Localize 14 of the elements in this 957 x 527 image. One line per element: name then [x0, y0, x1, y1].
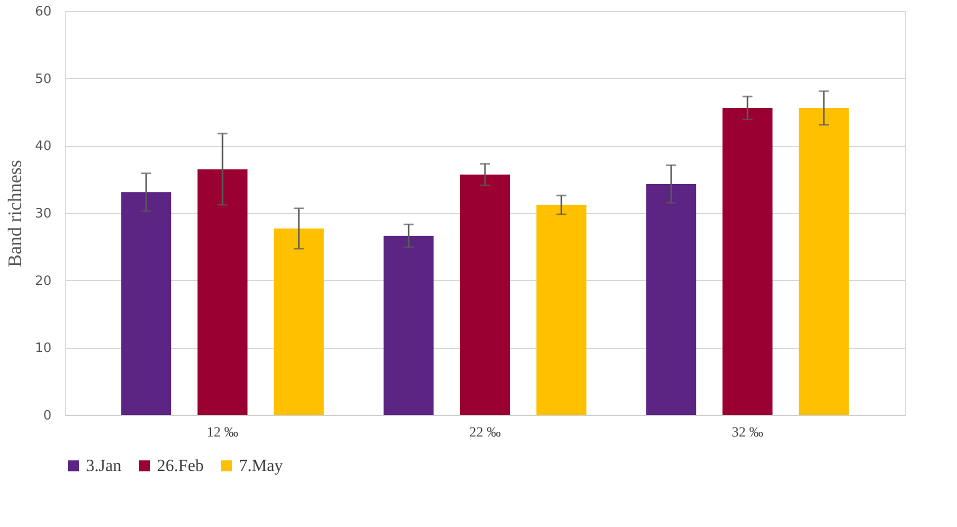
y-tick-label: 30	[34, 206, 52, 222]
y-tick-label: 20	[34, 274, 52, 289]
legend-label: 3.Jan	[86, 456, 122, 475]
y-axis-title: Band richness	[4, 160, 26, 268]
x-tick-label: 12 ‰	[206, 426, 238, 440]
legend-label: 26.Feb	[157, 456, 204, 475]
legend-label: 7.May	[239, 456, 284, 475]
y-tick-label: 60	[34, 4, 52, 20]
x-tick-label: 22 ‰	[469, 426, 501, 440]
y-tick-label: 10	[34, 341, 52, 356]
x-tick-label: 32 ‰	[732, 426, 764, 440]
y-tick-label: 0	[43, 408, 52, 424]
y-tick-label: 50	[34, 72, 52, 87]
y-tick-label: 40	[34, 139, 52, 154]
